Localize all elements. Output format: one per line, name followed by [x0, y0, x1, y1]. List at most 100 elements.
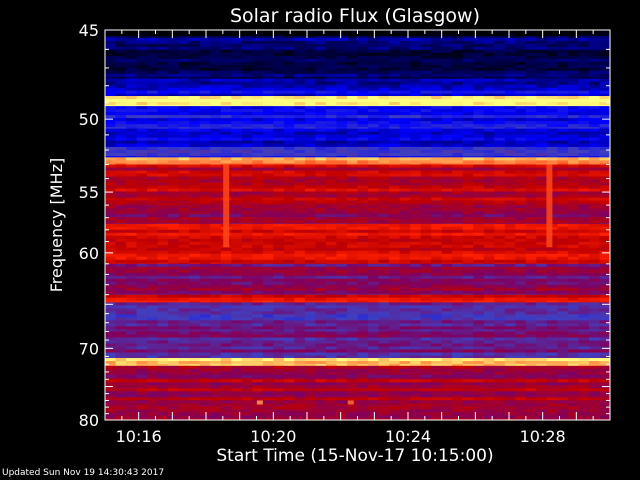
heatmap-cell — [136, 61, 148, 66]
heatmap-cell — [231, 281, 243, 286]
heatmap-cell — [578, 121, 590, 125]
heatmap-cell — [431, 200, 443, 204]
heatmap-cell — [483, 200, 495, 204]
heatmap-cell — [588, 87, 600, 92]
heatmap-cell — [431, 244, 443, 249]
heatmap-cell — [210, 211, 222, 215]
heatmap-cell — [399, 81, 411, 86]
heatmap-cell — [294, 58, 306, 63]
heatmap-cell — [304, 297, 316, 302]
heatmap-cell — [315, 140, 327, 145]
heatmap-cell — [168, 305, 180, 309]
heatmap-cell — [262, 118, 274, 122]
heatmap-cell — [389, 266, 400, 271]
heatmap-cell — [252, 179, 264, 183]
heatmap-cell — [536, 81, 548, 86]
heatmap-cell — [157, 308, 169, 312]
heatmap-cell — [199, 67, 211, 72]
heatmap-cell — [357, 115, 369, 119]
heatmap-cell — [578, 163, 590, 165]
heatmap-cell — [252, 67, 264, 72]
heatmap-cell — [252, 118, 264, 122]
heatmap-cell — [294, 293, 306, 296]
heatmap-cell — [504, 167, 516, 171]
heatmap-cell — [210, 128, 222, 133]
heatmap-cell — [178, 281, 190, 286]
heatmap-cell — [136, 235, 148, 240]
heatmap-cell — [483, 305, 495, 309]
heatmap-cell — [273, 137, 285, 142]
heatmap-cell — [168, 232, 180, 237]
heatmap-cell — [410, 127, 422, 130]
heatmap-cell — [357, 223, 369, 228]
heatmap-cell — [441, 188, 453, 192]
heatmap-cell — [136, 256, 148, 261]
heatmap-cell — [178, 290, 190, 295]
heatmap-cell — [168, 49, 180, 54]
heatmap-cell — [410, 128, 422, 133]
heatmap-cell — [399, 284, 411, 289]
heatmap-cell — [315, 211, 327, 215]
heatmap-cell — [241, 153, 253, 157]
heatmap-cell — [115, 185, 127, 189]
heatmap-cell — [599, 170, 610, 174]
heatmap-cell — [410, 284, 422, 289]
heatmap-cell — [220, 61, 232, 66]
heatmap-cell — [546, 156, 558, 158]
heatmap-cell — [105, 188, 116, 192]
heatmap-cell — [283, 118, 295, 122]
heatmap-cell — [346, 124, 358, 128]
heatmap-cell — [168, 314, 180, 318]
heatmap-cell — [546, 36, 558, 39]
heatmap-cell — [441, 220, 453, 224]
heatmap-cell — [199, 293, 211, 296]
heatmap-cell — [588, 223, 600, 228]
heatmap-cell — [389, 147, 400, 151]
heatmap-cell — [294, 106, 306, 110]
heatmap-cell — [441, 308, 453, 312]
heatmap-cell — [157, 37, 169, 42]
heatmap-cell — [157, 259, 169, 264]
heatmap-cell — [525, 297, 537, 302]
heatmap-cell — [546, 263, 558, 268]
heatmap-cell — [389, 220, 400, 224]
heatmap-cell — [441, 37, 453, 42]
heatmap-cell — [273, 247, 285, 252]
heatmap-cell — [220, 128, 232, 133]
heatmap-cell — [147, 112, 159, 116]
heatmap-cell — [126, 250, 137, 255]
heatmap-cell — [220, 109, 232, 113]
heatmap-cell — [452, 241, 464, 246]
heatmap-cell — [273, 112, 285, 116]
heatmap-cell — [494, 131, 506, 136]
heatmap-cell — [462, 194, 474, 198]
heatmap-cell — [252, 99, 264, 103]
heatmap-cell — [588, 223, 600, 225]
heatmap-cell — [273, 317, 285, 321]
heatmap-cell — [494, 256, 506, 261]
heatmap-cell — [346, 185, 358, 189]
heatmap-cell — [410, 247, 422, 252]
heatmap-cell — [273, 275, 285, 280]
heatmap-cell — [105, 263, 116, 268]
heatmap-cell — [315, 311, 327, 315]
heatmap-cell — [241, 302, 253, 306]
heatmap-cell — [210, 33, 222, 37]
heatmap-cell — [252, 244, 264, 249]
heatmap-cell — [105, 197, 116, 201]
heatmap-cell — [378, 78, 390, 83]
heatmap-cell — [357, 269, 369, 274]
heatmap-cell — [441, 262, 453, 265]
heatmap-cell — [262, 137, 274, 142]
heatmap-cell — [557, 284, 569, 289]
heatmap-cell — [115, 87, 127, 92]
heatmap-cell — [325, 36, 337, 39]
heatmap-cell — [294, 226, 306, 231]
heatmap-cell — [136, 281, 148, 286]
heatmap-cell — [220, 99, 232, 103]
heatmap-cell — [147, 118, 159, 122]
heatmap-cell — [220, 118, 232, 122]
heatmap-cell — [189, 191, 201, 195]
heatmap-cell — [378, 197, 390, 201]
heatmap-cell — [452, 156, 464, 158]
